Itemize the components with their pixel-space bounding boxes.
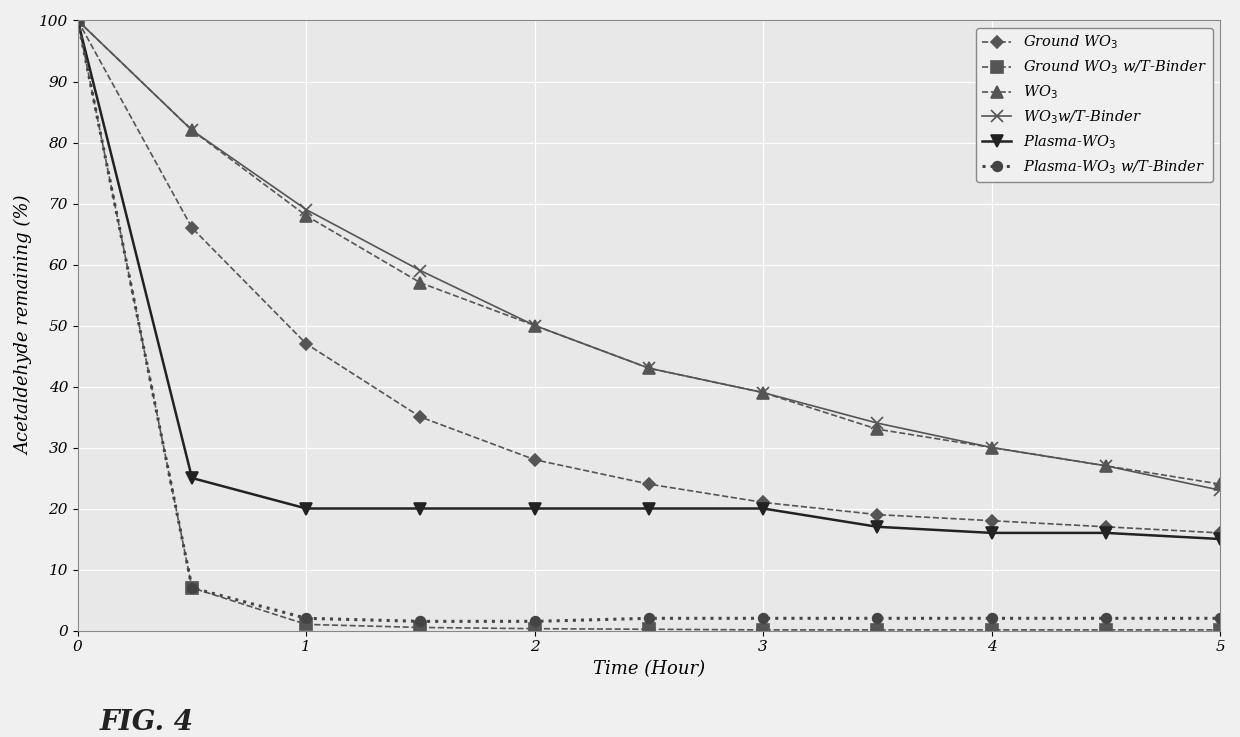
Legend: Ground WO$_3$, Ground WO$_3$ w/T-Binder, WO$_3$, WO$_3$w/T-Binder, Plasma-WO$_3$: Ground WO$_3$, Ground WO$_3$ w/T-Binder,… [976, 28, 1213, 182]
X-axis label: Time (Hour): Time (Hour) [593, 660, 706, 678]
Text: FIG. 4: FIG. 4 [99, 709, 193, 736]
Y-axis label: Acetaldehyde remaining (%): Acetaldehyde remaining (%) [15, 196, 33, 455]
